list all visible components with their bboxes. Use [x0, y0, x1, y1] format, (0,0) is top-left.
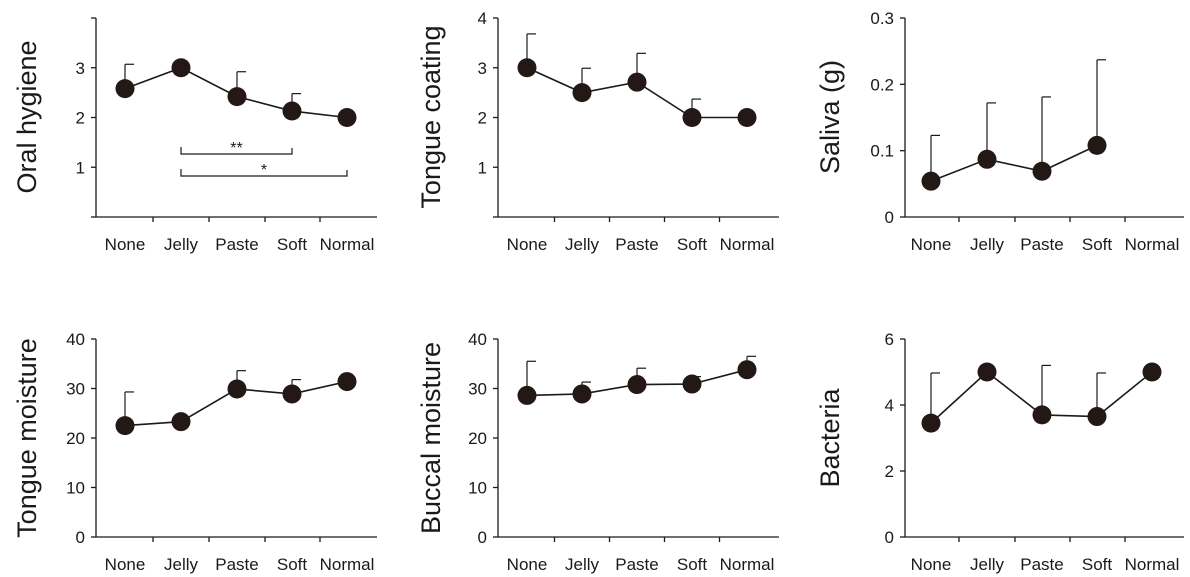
panel-5-x-tick-label: Jelly — [565, 555, 600, 574]
panel-1-x-tick-label: None — [105, 235, 146, 254]
panel-5-data-point-jelly — [572, 384, 592, 404]
panel-5-y-tick-label: 20 — [468, 429, 487, 448]
panel-4-x-tick-label: Jelly — [164, 555, 199, 574]
panel-5-x-tick-label: Soft — [677, 555, 708, 574]
panel-3-y-tick-label: 0.2 — [870, 75, 894, 94]
panel-5-data-point-paste — [627, 375, 647, 395]
panel-4-data-point-none — [115, 416, 135, 436]
panel-1-data-point-jelly — [171, 58, 191, 78]
panel-4-data-point-jelly — [171, 412, 191, 432]
panel-6-y-tick-label: 6 — [885, 330, 894, 349]
panel-5-x-tick-label: Normal — [720, 555, 775, 574]
panel-5-data-point-none — [517, 385, 537, 405]
panel-6-x-tick-label: Paste — [1020, 555, 1063, 574]
panel-3-data-point-soft — [1087, 135, 1107, 155]
panel-4-y-tick-label: 10 — [66, 479, 85, 498]
panel-3-data-point-none — [921, 171, 941, 191]
panel-4-x-tick-label: None — [105, 555, 146, 574]
panel-4-data-point-paste — [227, 379, 247, 399]
panel-6-y-axis-title: Bacteria — [815, 387, 845, 487]
panel-2-data-point-paste — [627, 72, 647, 92]
panel-1-y-tick-label: 2 — [76, 109, 85, 128]
panel-2-x-tick-label: None — [507, 235, 548, 254]
panel-2-x-tick-label: Soft — [677, 235, 708, 254]
panel-1-significance-bracket — [180, 169, 348, 177]
panel-3-series-line — [930, 144, 1098, 182]
panel-2-x-tick-label: Jelly — [565, 235, 600, 254]
panel-1-x-tick-label: Normal — [320, 235, 375, 254]
panel-4-data-point-normal — [337, 372, 357, 392]
panel-1-significance-label: * — [261, 162, 267, 179]
panel-3-x-tick-label: Normal — [1125, 235, 1180, 254]
panel-5-x-tick-label: Paste — [615, 555, 658, 574]
panel-2-y-tick-label: 1 — [478, 158, 487, 177]
panel-5-y-tick-label: 40 — [468, 330, 487, 349]
panel-6-y-tick-label: 2 — [885, 462, 894, 481]
panel-3-y-tick-label: 0 — [885, 208, 894, 227]
panel-6-x-tick-label: Soft — [1082, 555, 1113, 574]
panel-4-y-tick-label: 40 — [66, 330, 85, 349]
panel-2-y-tick-label: 2 — [478, 109, 487, 128]
panel-1-significance-bracket — [180, 147, 293, 155]
panel-6-y-tick-label: 0 — [885, 528, 894, 547]
panel-5-data-point-normal — [737, 360, 757, 380]
panel-4-x-tick-label: Soft — [277, 555, 308, 574]
panel-4-y-tick-label: 30 — [66, 380, 85, 399]
panel-4-y-tick-label: 20 — [66, 429, 85, 448]
panel-2-x-tick-label: Normal — [720, 235, 775, 254]
panel-5-y-tick-label: 0 — [478, 528, 487, 547]
panel-1-y-tick-label: 3 — [76, 59, 85, 78]
panel-1-x-tick-label: Jelly — [164, 235, 199, 254]
panel-2-y-tick-label: 4 — [478, 9, 487, 28]
panel-1-data-point-none — [115, 79, 135, 99]
panel-4-x-tick-label: Normal — [320, 555, 375, 574]
panel-3-data-point-paste — [1032, 161, 1052, 181]
panel-2-x-tick-label: Paste — [615, 235, 658, 254]
panel-6-data-point-normal — [1142, 362, 1162, 382]
panel-2-y-axis-title: Tongue coating — [416, 25, 446, 208]
panel-5-y-tick-label: 30 — [468, 380, 487, 399]
panel-6-data-point-jelly — [977, 362, 997, 382]
panel-1-significance-label: ** — [230, 140, 242, 157]
panel-2-data-point-jelly — [572, 83, 592, 103]
panel-1-data-point-paste — [227, 87, 247, 107]
panel-4-x-tick-label: Paste — [215, 555, 258, 574]
panel-6-x-tick-label: Normal — [1125, 555, 1180, 574]
panel-6-x-tick-label: Jelly — [970, 555, 1005, 574]
panel-3-y-tick-label: 0.1 — [870, 142, 894, 161]
panel-6-y-tick-label: 4 — [885, 396, 894, 415]
panel-1-y-tick-label: 1 — [76, 158, 85, 177]
panel-6-data-point-none — [921, 413, 941, 433]
panel-1-x-tick-label: Soft — [277, 235, 308, 254]
panel-5-x-tick-label: None — [507, 555, 548, 574]
panel-4-y-axis-title: Tongue moisture — [12, 338, 42, 538]
panel-2-data-point-normal — [737, 108, 757, 127]
panel-6-data-point-paste — [1032, 405, 1052, 425]
panel-5-y-axis-title: Buccal moisture — [416, 342, 446, 534]
panel-3-x-tick-label: Soft — [1082, 235, 1113, 254]
panel-5-data-point-soft — [682, 374, 702, 394]
panel-2-data-point-none — [517, 58, 537, 78]
panel-1-y-axis-title: Oral hygiene — [12, 40, 42, 193]
panel-3-x-tick-label: Paste — [1020, 235, 1063, 254]
panel-4-data-point-soft — [282, 384, 302, 404]
panel-3-y-tick-label: 0.3 — [870, 9, 894, 28]
panel-5-y-tick-label: 10 — [468, 479, 487, 498]
panel-2-data-point-soft — [682, 108, 702, 127]
panel-4-y-tick-label: 0 — [76, 528, 85, 547]
panel-3-x-tick-label: Jelly — [970, 235, 1005, 254]
panel-3-data-point-jelly — [977, 149, 997, 169]
panel-1-data-point-normal — [337, 108, 357, 127]
panel-2-y-tick-label: 3 — [478, 59, 487, 78]
panel-3-y-axis-title: Saliva (g) — [815, 60, 845, 174]
panel-6-x-tick-label: None — [911, 555, 952, 574]
panel-6-data-point-soft — [1087, 407, 1107, 427]
panel-1-x-tick-label: Paste — [215, 235, 258, 254]
panel-1-data-point-soft — [282, 101, 302, 121]
panel-3-x-tick-label: None — [911, 235, 952, 254]
